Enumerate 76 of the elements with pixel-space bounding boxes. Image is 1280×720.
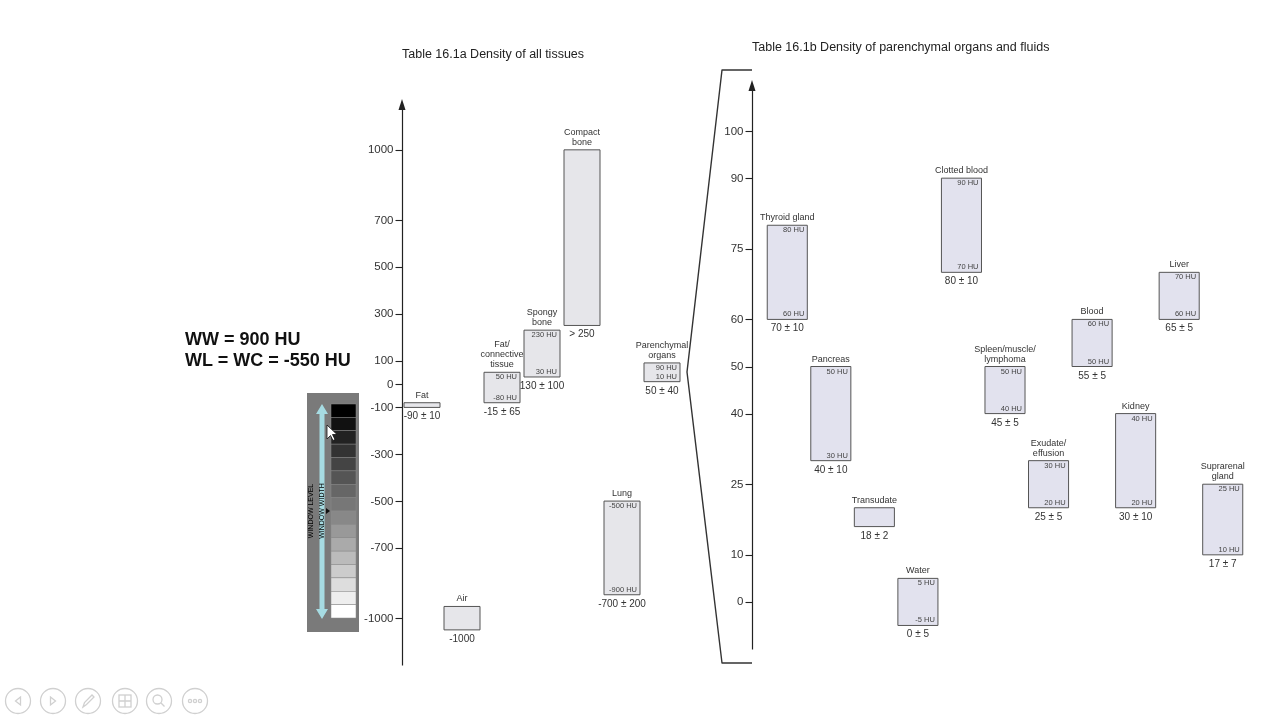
y-tick-label: 75 [730,242,744,255]
y-tick-label: 60 [730,312,744,325]
y-tick-label: 10 [730,548,744,561]
y-tick-label: -500 [370,494,394,507]
chart-title: Table 16.1a Density of all tissues [402,46,585,61]
annotation: 80 ± 10 [944,275,979,287]
annotation: 70 ± 10 [770,322,805,334]
x-tick-label: Compact bone [563,126,601,147]
x-tick-label: Air [456,593,468,604]
annotation: -15 ± 65 [483,405,521,417]
x-tick-label: Clotted blood [934,165,988,176]
bar [897,577,939,626]
chart-title: Table 16.1b Density of parenchymal organs and fluids [752,39,1050,54]
annotation: 55 ± 5 [1078,369,1107,381]
bar [1202,483,1244,556]
x-tick-label: Spongy bone [526,307,558,328]
y-tick-label: 0 [737,595,744,608]
y-tick-label: -100 [370,400,394,413]
bar [810,366,852,462]
y-tick-label: -1000 [364,611,394,624]
y-tick-label: 25 [730,477,744,490]
bar [443,605,481,631]
bar [1158,271,1200,320]
annotation: -1000 [449,632,476,644]
bar [940,177,982,273]
annotation: 50 ± 40 [645,384,680,396]
y-tick-label: 700 [374,213,394,226]
y-tick-label: 0 [387,377,394,390]
annotation: 25 ± 5 [1034,510,1063,522]
bar [984,366,1026,415]
x-tick-label: Water [906,565,930,576]
x-tick-label: Blood [1080,306,1104,317]
text: WL = WC = -550 HU [185,350,351,370]
y-tick-label: -300 [370,447,394,460]
annotation: 30 ± 10 [1118,510,1153,522]
y-tick-label: 100 [724,124,744,137]
x-tick-label: Transudate [851,494,897,505]
bar [1028,460,1070,509]
x-tick-label: Suprarenal gland [1200,461,1245,482]
annotation: -90 ± 10 [403,410,441,422]
annotation: 45 ± 5 [991,416,1020,428]
annotation: > 250 [569,328,596,340]
y-tick-label: 1000 [367,143,394,156]
text: WW = 900 HU [185,329,301,349]
y-tick-label: 50 [730,360,744,372]
y-tick-label: 500 [374,260,394,273]
x-tick-label: Spleen/muscle/lymphoma [974,343,1037,364]
annotation: 17 ± 7 [1208,557,1238,569]
bar [403,402,441,408]
y-tick-label: 40 [730,407,744,420]
y-tick-label: 100 [374,354,394,367]
annotation: 65 ± 5 [1165,322,1194,334]
annotation: 0 ± 5 [906,628,930,640]
y-tick-label: -700 [370,541,394,554]
bar [563,149,601,326]
x-tick-label: Fat [415,389,429,400]
x-tick-label: Pancreas [811,353,851,364]
annotation: 40 ± 10 [814,463,848,475]
bar [766,224,808,320]
bar [853,507,895,528]
annotation: 18 ± 2 [860,529,889,541]
x-tick-label: Thyroid gland [760,212,815,223]
annotation: 130 ± 100 [519,379,565,391]
bar [1115,413,1157,509]
x-tick-label: Kidney [1121,400,1150,411]
y-tick-label: 300 [374,307,394,320]
x-tick-label: Fat/connective tissue [480,339,524,370]
x-tick-label: Lung [611,488,633,499]
x-tick-label: Exudate/effusion [1030,437,1067,458]
annotation: -700 ± 200 [598,597,647,609]
x-tick-label: Parenchymal organs [635,339,689,360]
x-tick-label: Liver [1169,259,1189,270]
bar [603,500,641,596]
y-tick-label: 90 [730,171,744,184]
bar [1071,318,1113,367]
bar [523,329,561,378]
